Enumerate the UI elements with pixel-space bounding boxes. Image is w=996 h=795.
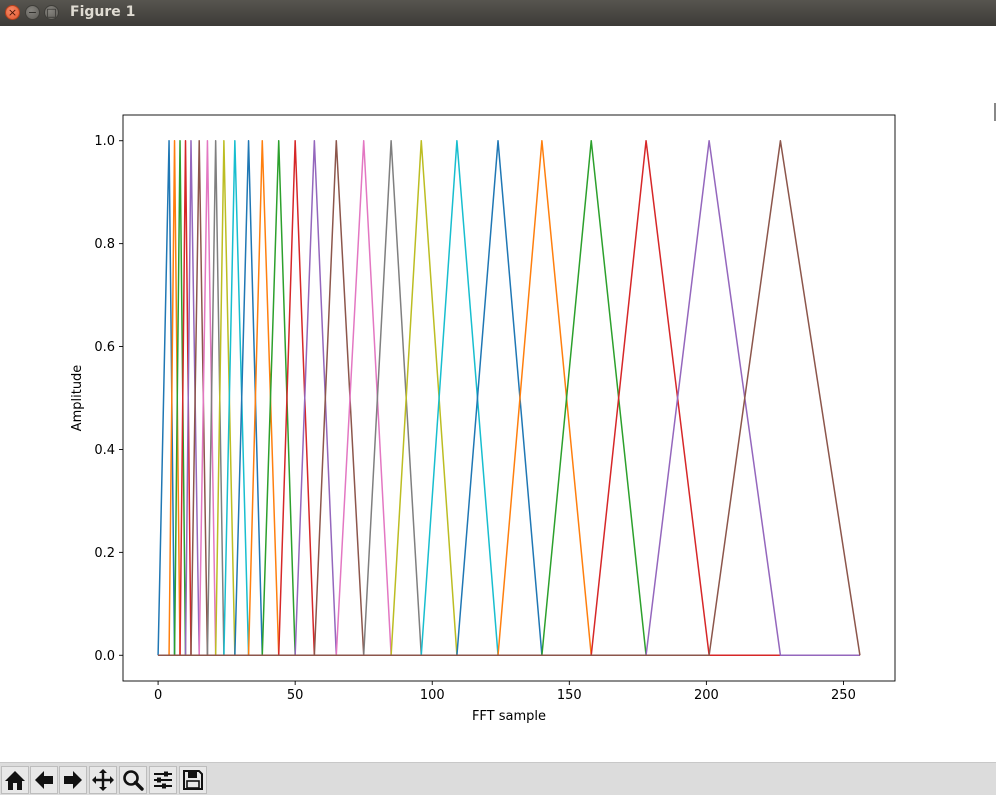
maximize-window-button[interactable]: □ <box>44 5 59 20</box>
magnifier-icon <box>123 770 144 791</box>
move-icon <box>92 769 114 791</box>
filter-series-line <box>158 139 860 657</box>
filter-series-line <box>158 139 860 657</box>
zoom-button[interactable] <box>119 766 147 794</box>
save-button[interactable] <box>179 766 207 794</box>
filter-series-line <box>158 139 860 657</box>
y-tick-label: 0.4 <box>94 443 115 458</box>
filter-series-line <box>158 139 860 657</box>
filter-series-line <box>158 139 860 657</box>
filter-series-line <box>158 139 860 657</box>
arrow-right-icon <box>64 771 82 789</box>
back-button[interactable] <box>30 766 58 794</box>
filter-series-line <box>158 139 860 657</box>
window-titlebar: × − □ Figure 1 <box>0 0 996 27</box>
filter-series-line <box>158 139 860 657</box>
y-tick-label: 0.6 <box>94 340 115 355</box>
x-tick-label: 150 <box>557 688 582 703</box>
pan-button[interactable] <box>89 766 117 794</box>
filter-series-line <box>158 139 860 657</box>
filter-series-line <box>158 139 860 657</box>
filter-series-line <box>158 139 860 657</box>
y-axis-label: Amplitude <box>70 365 85 432</box>
minimize-window-button[interactable]: − <box>25 5 40 20</box>
filter-series-line <box>158 139 860 657</box>
filter-series-line <box>158 139 861 657</box>
filter-series-line <box>158 139 860 657</box>
filter-series-line <box>158 139 860 657</box>
forward-button[interactable] <box>59 766 87 794</box>
filter-series-line <box>158 139 860 657</box>
y-tick-label: 0.0 <box>94 649 115 664</box>
figure-canvas[interactable]: 0 50 100 150 200 250 0.0 0.2 0.4 0.6 0.8 1.0 FFT sam… <box>0 26 996 762</box>
x-tick-label: 50 <box>287 688 304 703</box>
home-button[interactable] <box>1 766 29 794</box>
filter-series-line <box>158 139 860 657</box>
chart: 0 50 100 150 200 250 0.0 0.2 0.4 0.6 0.8 1.0 FFT sam… <box>70 114 896 724</box>
y-tick-label: 1.0 <box>94 134 115 149</box>
window-title: Figure 1 <box>70 4 136 20</box>
filter-series-line <box>158 139 860 657</box>
filter-series-line <box>158 139 860 657</box>
x-tick-label: 100 <box>420 688 445 703</box>
window-edge <box>994 103 996 121</box>
close-window-button[interactable]: × <box>5 5 20 20</box>
y-tick-label: 0.2 <box>94 546 115 561</box>
filter-series-line <box>158 139 860 657</box>
filter-series-line <box>158 139 860 657</box>
home-icon <box>5 771 25 790</box>
filter-series-line <box>158 139 860 657</box>
navigation-toolbar <box>0 762 996 795</box>
x-tick-label: 0 <box>154 688 162 703</box>
y-tick-label: 0.8 <box>94 237 115 252</box>
filter-series-line <box>158 139 860 657</box>
arrow-left-icon <box>35 771 53 789</box>
sliders-icon <box>154 771 172 789</box>
x-tick-label: 250 <box>831 688 856 703</box>
axes-frame <box>122 114 896 682</box>
filter-series-line <box>157 139 860 657</box>
subplots-button[interactable] <box>149 766 177 794</box>
filter-series-line <box>158 139 860 657</box>
x-axis-label: FFT sample <box>472 709 546 724</box>
x-tick-label: 200 <box>694 688 719 703</box>
filter-series-line <box>158 139 860 657</box>
floppy-disk-icon <box>183 770 203 790</box>
